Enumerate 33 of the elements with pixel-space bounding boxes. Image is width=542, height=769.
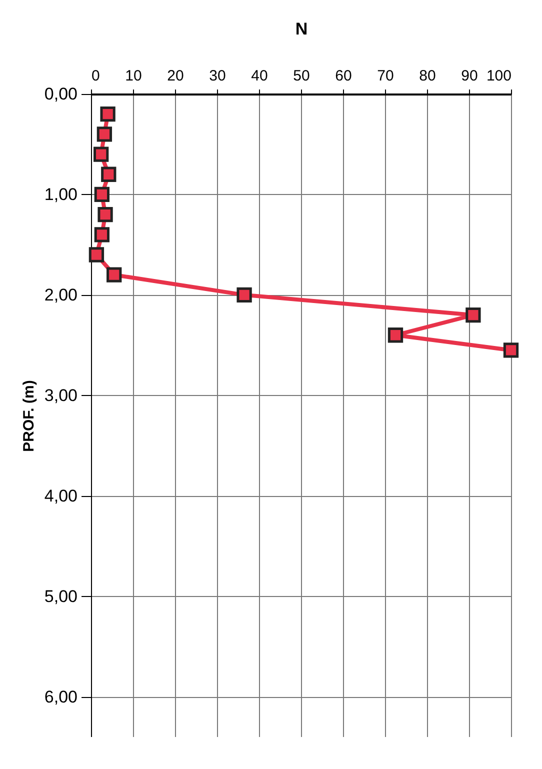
point bbox=[94, 186, 110, 202]
x-tick-label: 50 bbox=[293, 68, 310, 84]
y-tick-label: 4,00 bbox=[44, 486, 78, 506]
x-axis-title: N bbox=[295, 20, 308, 38]
x-tick-label: 20 bbox=[167, 68, 184, 84]
y-tick-label: 5,00 bbox=[44, 586, 78, 606]
x-tick-label: 90 bbox=[461, 68, 478, 84]
point bbox=[466, 307, 481, 323]
point bbox=[96, 126, 112, 142]
y-tick-label: 6,00 bbox=[44, 687, 78, 706]
x-tick-label: 40 bbox=[251, 68, 268, 84]
x-tick-label: 80 bbox=[419, 68, 436, 84]
point bbox=[88, 247, 104, 262]
point bbox=[94, 227, 110, 242]
point bbox=[94, 146, 109, 162]
x-tick-label: 100 bbox=[486, 68, 512, 84]
point bbox=[100, 106, 116, 122]
y-tick-label: 2,00 bbox=[44, 285, 78, 304]
point bbox=[388, 328, 404, 343]
point bbox=[106, 267, 122, 282]
point bbox=[503, 342, 519, 358]
y-tick-label: 0,00 bbox=[44, 84, 78, 104]
point bbox=[101, 166, 116, 182]
y-tick-label: 3,00 bbox=[44, 386, 78, 405]
y-tick-label: 1,00 bbox=[44, 184, 78, 204]
x-tick-label: 10 bbox=[125, 68, 142, 84]
x-tick-label: 70 bbox=[377, 68, 394, 84]
point bbox=[98, 206, 113, 222]
point bbox=[236, 287, 252, 303]
x-tick-label: 0 bbox=[92, 68, 100, 84]
y-axis-title: PROF. (m) bbox=[20, 380, 38, 452]
x-tick-label: 60 bbox=[335, 68, 352, 84]
x-tick-label: 30 bbox=[209, 68, 226, 84]
